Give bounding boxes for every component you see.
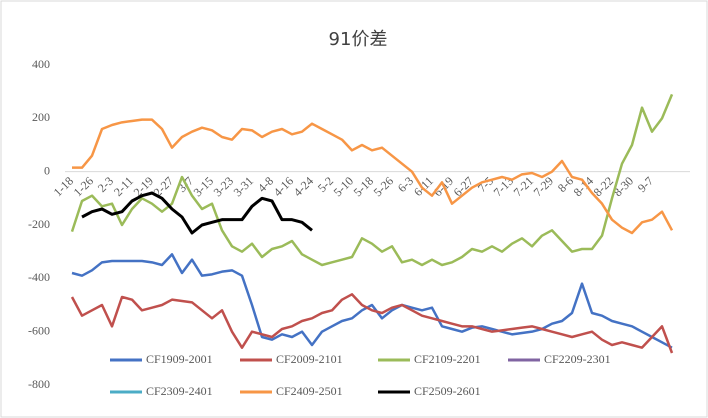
y-tick-label: -400 bbox=[28, 270, 50, 284]
series-line bbox=[71, 253, 673, 349]
series-line bbox=[70, 93, 674, 267]
series-line bbox=[72, 118, 674, 235]
y-tick-label: -600 bbox=[28, 323, 50, 337]
legend-label: CF2009-2101 bbox=[276, 352, 343, 366]
legend-label: CF1909-2001 bbox=[146, 352, 213, 366]
series-line bbox=[70, 293, 674, 354]
chart-title: 91价差 bbox=[329, 29, 388, 50]
y-tick-label: 400 bbox=[32, 57, 50, 71]
legend-label: CF2409-2501 bbox=[276, 384, 343, 398]
legend-label: CF2109-2201 bbox=[414, 352, 481, 366]
legend-label: CF2509-2601 bbox=[414, 384, 481, 398]
y-tick-label: -800 bbox=[28, 377, 50, 391]
legend-label: CF2209-2301 bbox=[544, 352, 611, 366]
y-tick-label: 0 bbox=[44, 163, 50, 177]
y-tick-label: 200 bbox=[32, 110, 50, 124]
y-tick-label: -200 bbox=[28, 217, 50, 231]
series-line bbox=[81, 191, 313, 235]
legend-label: CF2309-2401 bbox=[146, 384, 213, 398]
